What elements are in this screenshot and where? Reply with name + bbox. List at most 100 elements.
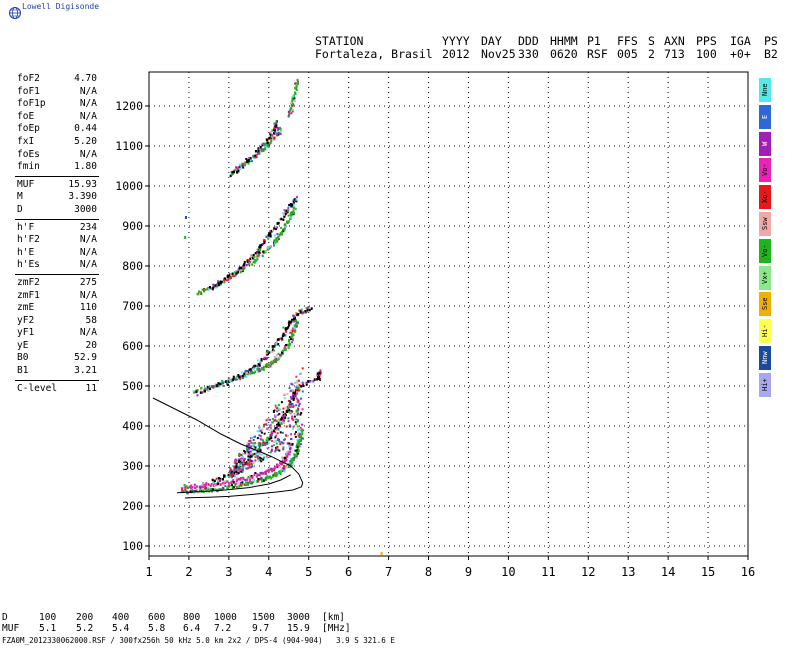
header-value-4: 0620 <box>550 47 578 61</box>
echo-mark <box>293 324 296 327</box>
echo-mark <box>286 451 289 454</box>
parameter-row: foEp 0.44 <box>17 123 97 136</box>
isolated-echo <box>184 236 187 239</box>
echo-mark <box>274 427 277 430</box>
echo-mark <box>293 202 296 205</box>
echo-mark <box>288 203 291 206</box>
echo-mark <box>288 109 291 113</box>
echo-mark <box>276 464 279 467</box>
echo-mark <box>210 483 213 486</box>
echo-mark <box>245 447 248 450</box>
parameter-value: N/A <box>79 259 97 271</box>
echo-mark <box>254 446 257 449</box>
echo-mark <box>292 327 295 330</box>
echo-mark <box>298 442 301 446</box>
echo-mark <box>301 423 304 426</box>
echo-mark <box>272 440 275 443</box>
echo-mark <box>289 402 292 405</box>
echo-mark <box>265 442 268 445</box>
echo-mark <box>287 417 290 420</box>
echo-mark <box>284 210 287 213</box>
echo-mark <box>230 273 233 276</box>
echo-mark <box>239 460 242 463</box>
echo-mark <box>215 384 218 387</box>
echo-mark <box>277 408 280 411</box>
echo-mark <box>287 115 290 118</box>
echo-mark <box>282 411 285 414</box>
echo-mark <box>277 352 280 355</box>
echo-mark <box>242 460 245 463</box>
echo-mark <box>214 385 217 388</box>
echo-mark <box>258 251 261 254</box>
header-label-8: AXN <box>664 34 685 48</box>
echo-mark <box>258 474 261 477</box>
echo-mark <box>293 91 296 94</box>
echo-mark <box>238 454 241 457</box>
echo-mark <box>276 445 279 448</box>
echo-mark <box>241 470 244 473</box>
echo-mark <box>246 467 249 470</box>
brand-logo: Lowell Digisonde <box>8 2 128 22</box>
echo-mark <box>259 446 262 449</box>
echo-mark <box>280 226 283 229</box>
x-tick-label: 16 <box>741 565 755 579</box>
echo-mark <box>274 404 277 407</box>
echo-mark <box>292 210 295 214</box>
parameter-name: B0 <box>17 352 29 364</box>
echo-mark <box>298 309 301 312</box>
echo-mark <box>243 459 246 462</box>
echo-mark <box>252 453 255 456</box>
echo-mark <box>290 443 293 447</box>
echo-mark <box>183 489 186 492</box>
echo-mark <box>270 469 273 472</box>
echo-mark <box>270 448 273 451</box>
echo-mark <box>277 221 280 225</box>
echo-mark <box>249 450 252 453</box>
echo-mark <box>283 418 286 421</box>
x-tick-label: 8 <box>425 565 432 579</box>
echo-mark <box>261 143 264 146</box>
legend-label: Xo- <box>761 190 769 204</box>
echo-mark <box>295 392 298 395</box>
echo-mark <box>245 158 248 161</box>
echo-mark <box>201 391 204 394</box>
echo-mark <box>227 473 230 477</box>
echo-mark <box>276 126 279 129</box>
echo-mark <box>252 442 255 445</box>
echo-mark <box>273 136 276 139</box>
y-tick-label: 300 <box>122 459 143 473</box>
echo-mark <box>223 277 226 280</box>
echo-mark <box>276 405 279 408</box>
echo-mark <box>254 452 257 456</box>
echo-mark <box>235 471 238 474</box>
echo-mark <box>293 317 296 320</box>
echo-mark <box>277 414 280 417</box>
echo-mark <box>295 404 298 407</box>
echo-mark <box>291 334 294 338</box>
echo-mark <box>296 379 299 382</box>
echo-mark <box>227 377 230 380</box>
echo-mark <box>276 233 279 236</box>
echo-mark <box>251 444 254 447</box>
x-tick-label: 2 <box>185 565 192 579</box>
echo-mark <box>248 455 251 459</box>
echo-mark <box>237 461 240 464</box>
echo-mark <box>280 217 283 221</box>
echo-mark <box>279 461 282 464</box>
echo-mark <box>254 456 257 459</box>
header-value-1: 2012 <box>442 47 470 61</box>
echo-mark <box>265 419 268 422</box>
echo-mark <box>296 438 299 441</box>
echo-mark <box>288 442 291 445</box>
y-tick-label: 500 <box>122 379 143 393</box>
echo-mark <box>267 468 270 472</box>
legend-item: Nnw <box>759 345 771 370</box>
parameter-value: N/A <box>79 234 97 246</box>
echo-mark <box>283 422 286 425</box>
echo-mark <box>200 292 203 295</box>
echo-mark <box>239 462 242 465</box>
echo-mark <box>228 474 231 478</box>
echo-mark <box>289 337 292 341</box>
echo-mark <box>248 466 251 469</box>
plot-area <box>148 71 749 557</box>
